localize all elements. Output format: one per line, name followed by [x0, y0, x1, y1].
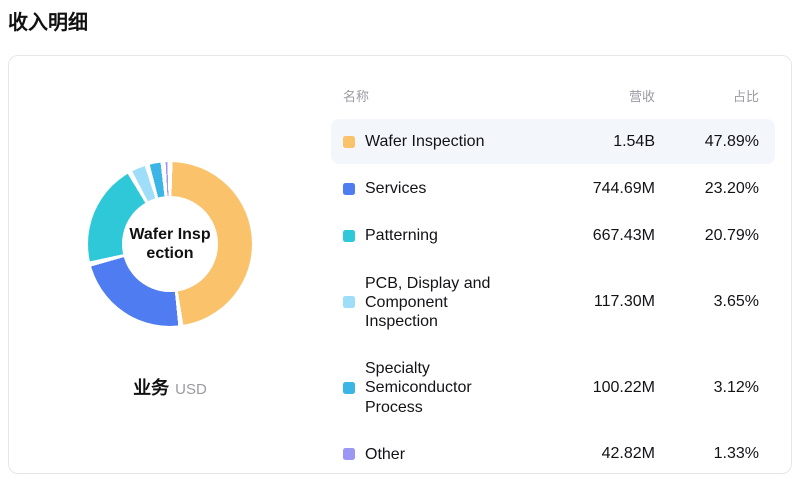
page-title: 收入明细: [8, 12, 88, 34]
header-share: 占比: [732, 89, 759, 104]
series-revenue: 744.69M: [592, 179, 655, 197]
donut-center-label: Wafer Insp ection: [129, 225, 211, 262]
series-revenue: 42.82M: [601, 445, 655, 463]
donut-center: Wafer Insp ection: [122, 196, 218, 292]
series-color-swatch: [343, 296, 355, 309]
series-color-swatch: [343, 448, 355, 461]
series-share: 1.33%: [713, 445, 759, 463]
table-row[interactable]: Services 744.69M 23.20%: [331, 166, 775, 211]
series-share: 47.89%: [704, 132, 759, 150]
chart-panel: Wafer Insp ection 业务 USD: [9, 56, 331, 473]
table-header-row: 名称 营收 占比: [331, 86, 775, 119]
donut-chart[interactable]: Wafer Insp ection: [88, 162, 252, 326]
series-name: Patterning: [365, 227, 438, 245]
series-name: Wafer Inspection: [365, 133, 485, 150]
series-color-swatch: [343, 135, 355, 148]
series-name: Specialty Semiconductor Process: [365, 360, 472, 416]
series-table: 名称 营收 占比 Wafer Inspection 1.54B 47.89% S…: [331, 56, 791, 473]
header-revenue: 营收: [628, 89, 655, 104]
chart-caption-dimension: 业务: [133, 378, 170, 398]
table-row[interactable]: Specialty Semiconductor Process 100.22M …: [331, 346, 775, 430]
series-revenue: 117.30M: [593, 293, 655, 311]
series-revenue: 1.54B: [613, 132, 655, 150]
series-revenue: 100.22M: [592, 378, 655, 396]
series-share: 3.12%: [713, 378, 759, 396]
series-name: Services: [365, 180, 427, 198]
chart-caption-unit: USD: [175, 381, 207, 398]
series-color-swatch: [343, 182, 355, 195]
series-share: 20.79%: [704, 226, 759, 244]
series-name: Other: [365, 445, 406, 463]
header-name: 名称: [343, 89, 370, 104]
table-row[interactable]: PCB, Display and Component Inspection 11…: [331, 261, 775, 345]
table-row[interactable]: Patterning 667.43M 20.79%: [331, 213, 775, 258]
table-row[interactable]: Other 42.82M 1.33%: [331, 432, 775, 477]
table-row[interactable]: Wafer Inspection 1.54B 47.89%: [331, 119, 775, 165]
revenue-breakdown-card: Wafer Insp ection 业务 USD 名称 营收 占比 Wafer I…: [8, 55, 792, 474]
series-revenue: 667.43M: [592, 226, 655, 244]
chart-caption: 业务 USD: [9, 374, 331, 400]
series-share: 3.65%: [713, 293, 759, 311]
series-color-swatch: [343, 229, 355, 242]
series-share: 23.20%: [704, 179, 759, 197]
series-color-swatch: [343, 381, 355, 394]
series-name: PCB, Display and Component Inspection: [365, 274, 491, 330]
